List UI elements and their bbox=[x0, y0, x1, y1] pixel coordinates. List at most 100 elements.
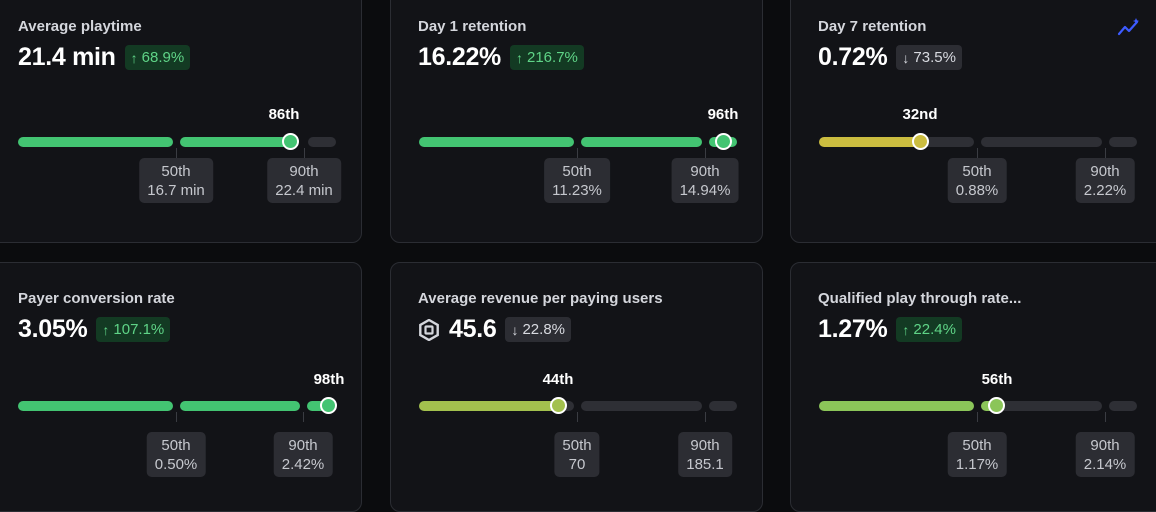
metric-card-qualified-play-through[interactable]: Qualified play through rate... 1.27% ↑ 2… bbox=[790, 262, 1156, 512]
percentile-label: 96th bbox=[707, 106, 739, 123]
arrow-up-icon: ↑ bbox=[102, 321, 110, 338]
track-segment-mid bbox=[581, 401, 702, 411]
track-segment-mid bbox=[581, 137, 702, 147]
track-segment-mid bbox=[180, 137, 291, 147]
p90-label: 90th bbox=[690, 436, 720, 454]
track-segment-low bbox=[419, 401, 560, 411]
metric-card-day1-retention[interactable]: Day 1 retention 16.22% ↑ 216.7% 96th 50t… bbox=[390, 0, 763, 243]
metric-card-day7-retention[interactable]: Day 7 retention 0.72% ↓ 73.5% 32nd 50th … bbox=[790, 0, 1156, 243]
card-title: Average playtime bbox=[18, 18, 142, 35]
delta-badge: ↑ 216.7% bbox=[510, 45, 584, 70]
p50-label: 50th bbox=[962, 162, 992, 180]
card-title: Average revenue per paying users bbox=[418, 290, 663, 307]
arrow-up-icon: ↑ bbox=[130, 49, 138, 66]
p50-label: 50th bbox=[962, 436, 992, 454]
track-segment-low bbox=[419, 137, 574, 147]
p90-tick bbox=[303, 412, 304, 422]
p50-value: 0.88% bbox=[955, 181, 999, 199]
delta-badge: ↓ 73.5% bbox=[896, 45, 962, 70]
delta-value: 73.5% bbox=[913, 49, 956, 66]
track-segment-low bbox=[819, 401, 974, 411]
track-segment-mid bbox=[180, 401, 300, 411]
percentile-label: 56th bbox=[981, 371, 1013, 388]
percentile-marker bbox=[912, 133, 929, 150]
p90-marker: 90th 22.4 min bbox=[267, 158, 341, 203]
robux-icon bbox=[419, 318, 439, 341]
p90-marker: 90th 2.22% bbox=[1075, 158, 1135, 203]
card-title: Day 1 retention bbox=[418, 18, 527, 35]
metric-value: 16.22% bbox=[418, 43, 501, 71]
card-title: Day 7 retention bbox=[818, 18, 927, 35]
p90-value: 22.4 min bbox=[275, 181, 333, 199]
metric-value: 3.05% bbox=[18, 315, 88, 343]
p50-marker: 50th 0.88% bbox=[947, 158, 1007, 203]
p50-label: 50th bbox=[161, 436, 191, 454]
arrow-up-icon: ↑ bbox=[902, 321, 910, 338]
p50-label: 50th bbox=[161, 162, 191, 180]
trend-sparkle-icon[interactable] bbox=[1117, 17, 1141, 37]
percentile-marker bbox=[715, 133, 732, 150]
arrow-up-icon: ↑ bbox=[516, 49, 523, 66]
metric-card-payer-conversion[interactable]: Payer conversion rate 3.05% ↑ 107.1% 98t… bbox=[0, 262, 362, 512]
p90-tick bbox=[304, 148, 305, 158]
p50-tick bbox=[577, 148, 578, 158]
track-segment-low-rest bbox=[922, 137, 974, 147]
p90-tick bbox=[1105, 148, 1106, 158]
delta-value: 107.1% bbox=[113, 321, 165, 338]
p50-marker: 50th 1.17% bbox=[947, 432, 1007, 477]
track-segment-mid bbox=[997, 401, 1102, 411]
percentile-marker bbox=[282, 133, 299, 150]
metric-value: 0.72% bbox=[818, 43, 888, 71]
track-segment-mid bbox=[981, 137, 1102, 147]
arrow-down-icon: ↓ bbox=[511, 321, 519, 338]
percentile-label: 86th bbox=[268, 106, 300, 123]
p90-value: 14.94% bbox=[679, 181, 731, 199]
delta-badge: ↑ 68.9% bbox=[124, 45, 191, 70]
percentile-label: 44th bbox=[542, 371, 574, 388]
p90-label: 90th bbox=[288, 436, 318, 454]
p90-label: 90th bbox=[289, 162, 319, 180]
p50-marker: 50th 16.7 min bbox=[139, 158, 213, 203]
p50-tick bbox=[977, 412, 978, 422]
p50-label: 50th bbox=[562, 436, 592, 454]
delta-badge: ↑ 107.1% bbox=[96, 317, 171, 342]
percentile-label: 98th bbox=[313, 371, 345, 388]
percentile-marker bbox=[550, 397, 567, 414]
track-segment-low-rest bbox=[560, 401, 574, 411]
p50-value: 16.7 min bbox=[147, 181, 205, 199]
p50-value: 11.23% bbox=[552, 181, 602, 199]
p90-label: 90th bbox=[690, 162, 720, 180]
p50-tick bbox=[977, 148, 978, 158]
p50-label: 50th bbox=[562, 162, 592, 180]
p50-marker: 50th 70 bbox=[554, 432, 600, 477]
p90-value: 2.42% bbox=[281, 455, 325, 473]
p90-marker: 90th 14.94% bbox=[671, 158, 739, 203]
track-segment-low bbox=[18, 137, 173, 147]
track-segment-high bbox=[1109, 401, 1137, 411]
p50-marker: 50th 0.50% bbox=[146, 432, 206, 477]
arrow-down-icon: ↓ bbox=[902, 49, 910, 66]
p90-marker: 90th 2.42% bbox=[273, 432, 333, 477]
metric-card-arppu[interactable]: Average revenue per paying users 45.6 ↓ … bbox=[390, 262, 763, 512]
metric-value: 1.27% bbox=[818, 315, 888, 343]
p90-tick bbox=[1105, 412, 1106, 422]
track-segment-high bbox=[308, 137, 336, 147]
percentile-label: 32nd bbox=[902, 106, 938, 123]
p90-value: 2.14% bbox=[1083, 455, 1127, 473]
p50-tick bbox=[577, 412, 578, 422]
p90-tick bbox=[705, 148, 706, 158]
p90-value: 2.22% bbox=[1083, 181, 1127, 199]
track-segment-high bbox=[1109, 137, 1137, 147]
delta-value: 22.4% bbox=[913, 321, 956, 338]
delta-value: 68.9% bbox=[141, 49, 185, 66]
delta-value: 216.7% bbox=[527, 49, 578, 66]
p90-label: 90th bbox=[1090, 436, 1120, 454]
p50-marker: 50th 11.23% bbox=[544, 158, 610, 203]
metric-card-average-playtime[interactable]: Average playtime 21.4 min ↑ 68.9% 86th 5… bbox=[0, 0, 362, 243]
p50-tick bbox=[176, 412, 177, 422]
p90-marker: 90th 2.14% bbox=[1075, 432, 1135, 477]
delta-badge: ↓ 22.8% bbox=[505, 317, 572, 342]
metric-value: 21.4 min bbox=[18, 43, 116, 71]
track-segment-high bbox=[709, 401, 737, 411]
card-title: Qualified play through rate... bbox=[818, 290, 1022, 307]
